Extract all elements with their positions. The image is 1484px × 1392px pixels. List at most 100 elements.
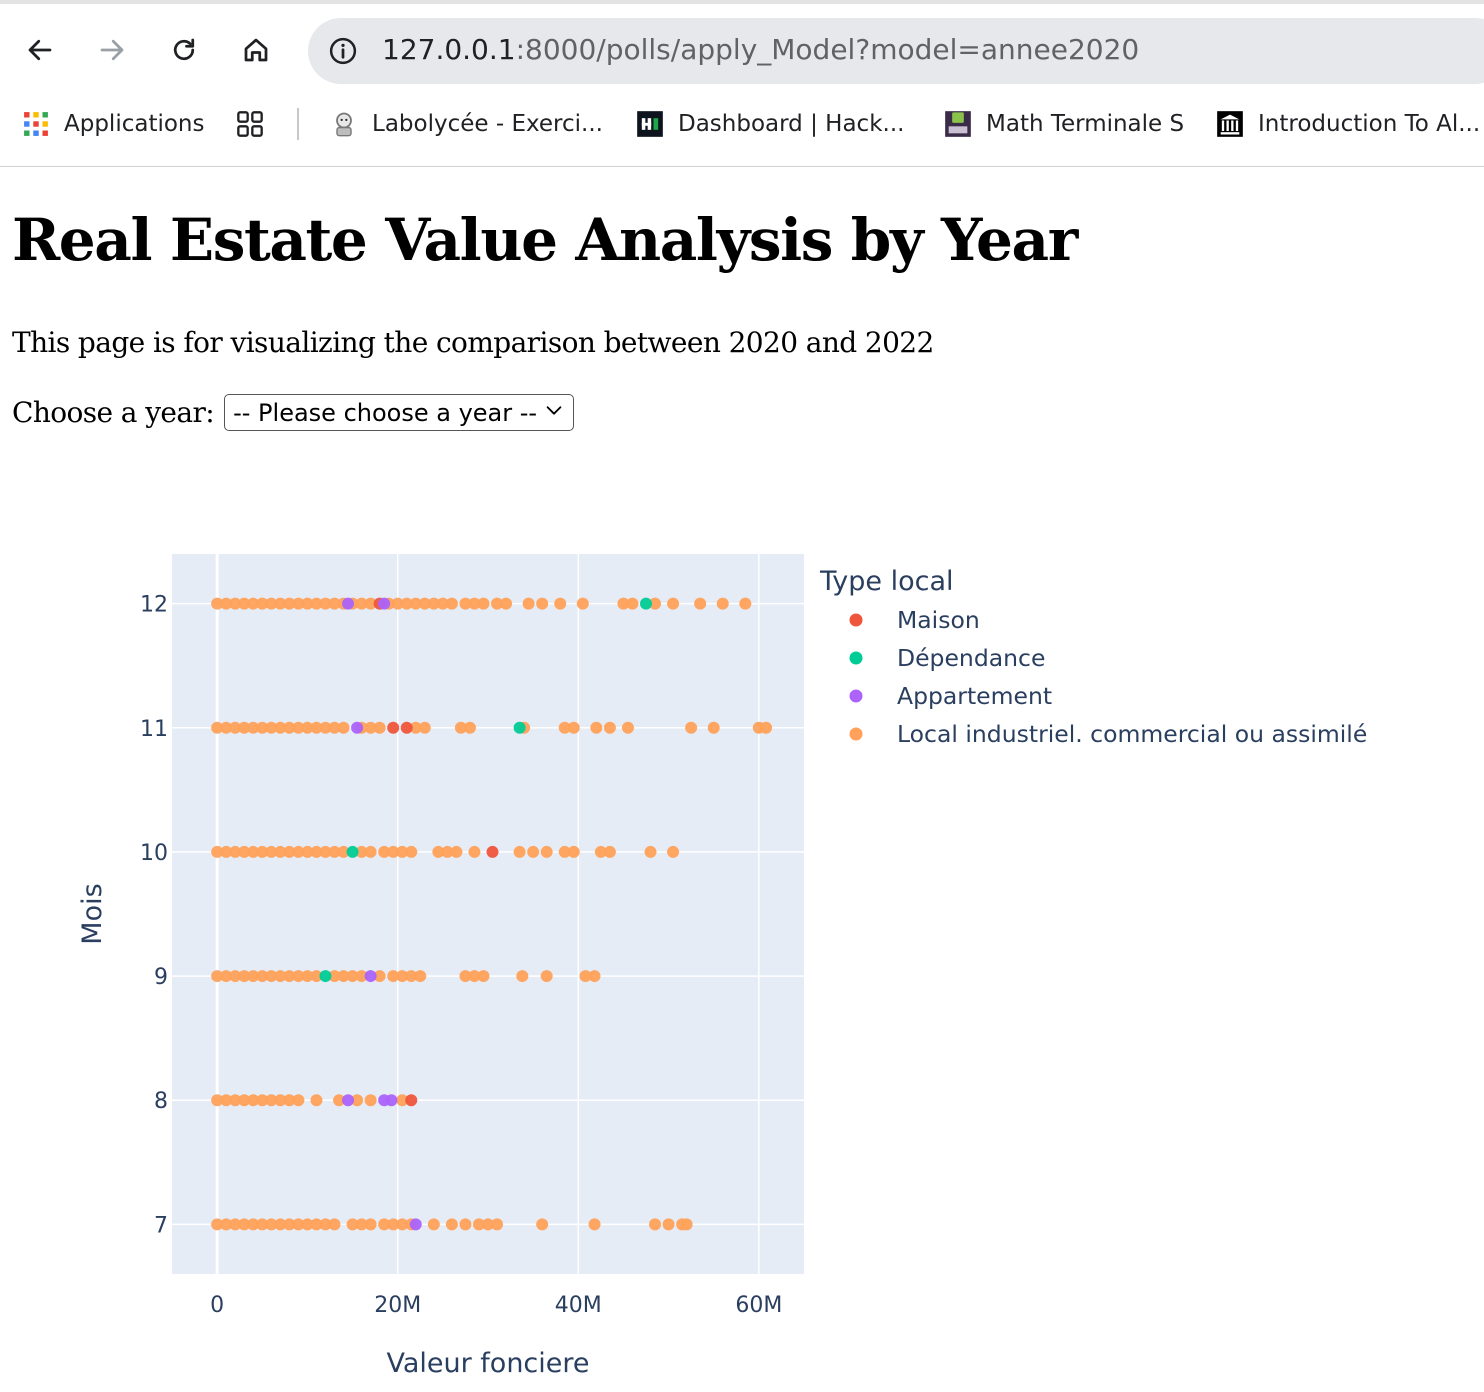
site-info-icon[interactable]	[326, 34, 360, 68]
data-point[interactable]	[667, 597, 680, 610]
bookmark-hackerrank[interactable]: Dashboard | Hack...	[636, 106, 904, 142]
data-point[interactable]	[238, 970, 251, 983]
data-point[interactable]	[373, 721, 386, 734]
data-point[interactable]	[540, 845, 553, 858]
data-point[interactable]	[265, 597, 278, 610]
data-point[interactable]	[238, 1094, 251, 1107]
legend-item[interactable]: Dépendance	[897, 644, 1045, 672]
data-point[interactable]	[400, 721, 413, 734]
data-point[interactable]	[414, 970, 427, 983]
address-bar[interactable]: 127.0.0.1:8000/polls/apply_Model?model=a…	[308, 18, 1484, 84]
data-point[interactable]	[292, 1218, 305, 1231]
reload-button[interactable]	[164, 30, 204, 70]
home-button[interactable]	[236, 30, 276, 70]
data-point[interactable]	[364, 970, 377, 983]
data-point[interactable]	[229, 1218, 242, 1231]
data-point[interactable]	[391, 597, 404, 610]
data-point[interactable]	[310, 845, 323, 858]
data-point[interactable]	[283, 1094, 296, 1107]
data-point[interactable]	[247, 597, 260, 610]
data-point[interactable]	[229, 970, 242, 983]
data-point[interactable]	[567, 721, 580, 734]
data-point[interactable]	[409, 1218, 422, 1231]
data-point[interactable]	[649, 597, 662, 610]
data-point[interactable]	[477, 597, 490, 610]
data-point[interactable]	[337, 721, 350, 734]
data-point[interactable]	[292, 597, 305, 610]
data-point[interactable]	[220, 721, 233, 734]
data-point[interactable]	[432, 845, 445, 858]
data-point[interactable]	[463, 721, 476, 734]
legend-marker[interactable]	[849, 727, 863, 741]
year-select[interactable]: -- Please choose a year --	[224, 394, 575, 431]
data-point[interactable]	[491, 1218, 504, 1231]
data-point[interactable]	[351, 721, 364, 734]
data-point[interactable]	[238, 845, 251, 858]
data-point[interactable]	[274, 1094, 287, 1107]
data-point[interactable]	[310, 721, 323, 734]
data-point[interactable]	[238, 1218, 251, 1231]
data-point[interactable]	[513, 845, 526, 858]
data-point[interactable]	[229, 845, 242, 858]
data-point[interactable]	[283, 597, 296, 610]
data-point[interactable]	[441, 845, 454, 858]
data-point[interactable]	[355, 597, 368, 610]
data-point[interactable]	[301, 721, 314, 734]
legend-marker[interactable]	[849, 689, 863, 703]
data-point[interactable]	[364, 721, 377, 734]
data-point[interactable]	[364, 1094, 377, 1107]
data-point[interactable]	[387, 845, 400, 858]
data-point[interactable]	[238, 721, 251, 734]
data-point[interactable]	[333, 1094, 346, 1107]
data-point[interactable]	[342, 1094, 355, 1107]
legend-marker[interactable]	[849, 651, 863, 665]
data-point[interactable]	[387, 970, 400, 983]
data-point[interactable]	[220, 1218, 233, 1231]
data-point[interactable]	[617, 597, 630, 610]
data-point[interactable]	[256, 597, 269, 610]
data-point[interactable]	[346, 1218, 359, 1231]
data-point[interactable]	[739, 597, 752, 610]
data-point[interactable]	[220, 1094, 233, 1107]
forward-button[interactable]	[92, 30, 132, 70]
data-point[interactable]	[694, 597, 707, 610]
back-button[interactable]	[20, 30, 60, 70]
data-point[interactable]	[409, 597, 422, 610]
data-point[interactable]	[220, 970, 233, 983]
data-point[interactable]	[283, 721, 296, 734]
data-point[interactable]	[274, 597, 287, 610]
data-point[interactable]	[265, 1218, 278, 1231]
data-point[interactable]	[405, 1094, 418, 1107]
data-point[interactable]	[328, 597, 341, 610]
data-point[interactable]	[342, 597, 355, 610]
data-point[interactable]	[265, 1094, 278, 1107]
bookmark-labolycee[interactable]: Labolycée - Exerci...	[330, 106, 603, 142]
data-point[interactable]	[576, 597, 589, 610]
data-point[interactable]	[220, 845, 233, 858]
data-point[interactable]	[256, 721, 269, 734]
data-point[interactable]	[445, 1218, 458, 1231]
data-point[interactable]	[667, 845, 680, 858]
data-point[interactable]	[486, 845, 499, 858]
data-point[interactable]	[459, 597, 472, 610]
bookmark-applications[interactable]: Applications	[22, 106, 205, 142]
data-point[interactable]	[536, 597, 549, 610]
data-point[interactable]	[351, 1094, 364, 1107]
data-point[interactable]	[373, 970, 386, 983]
data-point[interactable]	[319, 721, 332, 734]
data-point[interactable]	[256, 1094, 269, 1107]
data-point[interactable]	[328, 721, 341, 734]
data-point[interactable]	[396, 1218, 409, 1231]
data-point[interactable]	[292, 970, 305, 983]
data-point[interactable]	[364, 1218, 377, 1231]
data-point[interactable]	[310, 970, 323, 983]
data-point[interactable]	[211, 1218, 224, 1231]
data-point[interactable]	[396, 1094, 409, 1107]
data-point[interactable]	[337, 970, 350, 983]
data-point[interactable]	[211, 597, 224, 610]
data-point[interactable]	[558, 721, 571, 734]
data-point[interactable]	[247, 845, 260, 858]
data-point[interactable]	[229, 597, 242, 610]
data-point[interactable]	[274, 721, 287, 734]
data-point[interactable]	[385, 1094, 398, 1107]
